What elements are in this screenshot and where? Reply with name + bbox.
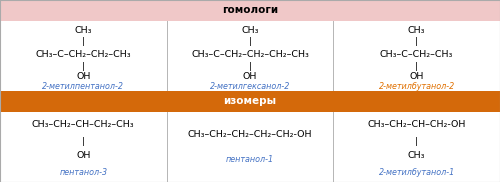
Text: пентанол-3: пентанол-3	[59, 168, 108, 177]
Text: CH₃–C–CH₂–CH₂–CH₂–CH₃: CH₃–C–CH₂–CH₂–CH₂–CH₃	[191, 50, 309, 59]
Text: изомеры: изомеры	[224, 96, 276, 106]
Text: CH₃–C–CH₂–CH₃: CH₃–C–CH₂–CH₃	[380, 50, 454, 59]
Text: |: |	[415, 137, 418, 146]
Text: |: |	[415, 62, 418, 71]
Text: OH: OH	[410, 72, 424, 82]
Text: CH₃–CH₂–CH–CH₂-OH: CH₃–CH₂–CH–CH₂-OH	[368, 120, 466, 129]
Text: |: |	[82, 37, 85, 46]
Text: 2-метилбутанол-1: 2-метилбутанол-1	[378, 168, 455, 177]
Text: пентанол-1: пентанол-1	[226, 155, 274, 164]
Text: |: |	[82, 137, 85, 146]
Text: |: |	[248, 62, 252, 71]
Bar	[0, 0, 500, 21]
Text: 2-метилгексанол-2: 2-метилгексанол-2	[210, 82, 290, 91]
Text: |: |	[248, 37, 252, 46]
Text: OH: OH	[243, 72, 257, 82]
Text: OH: OH	[76, 72, 90, 82]
Text: гомологи: гомологи	[222, 5, 278, 15]
Text: CH₃: CH₃	[408, 25, 426, 35]
Text: CH₃–CH₂–CH₂–CH₂–CH₂-OH: CH₃–CH₂–CH₂–CH₂–CH₂-OH	[188, 130, 312, 139]
Text: 2-метилбутанол-2: 2-метилбутанол-2	[378, 82, 455, 91]
Text: CH₃: CH₃	[74, 25, 92, 35]
Text: 2-метилпентанол-2: 2-метилпентанол-2	[42, 82, 124, 91]
Bar	[0, 91, 500, 112]
Text: |: |	[82, 62, 85, 71]
Text: CH₃: CH₃	[241, 25, 258, 35]
Text: OH: OH	[76, 151, 90, 160]
Text: CH₃: CH₃	[408, 151, 426, 160]
Text: |: |	[415, 37, 418, 46]
Text: CH₃–CH₂–CH–CH₂–CH₃: CH₃–CH₂–CH–CH₂–CH₃	[32, 120, 134, 129]
Text: CH₃–C–CH₂–CH₂–CH₃: CH₃–C–CH₂–CH₂–CH₃	[36, 50, 131, 59]
